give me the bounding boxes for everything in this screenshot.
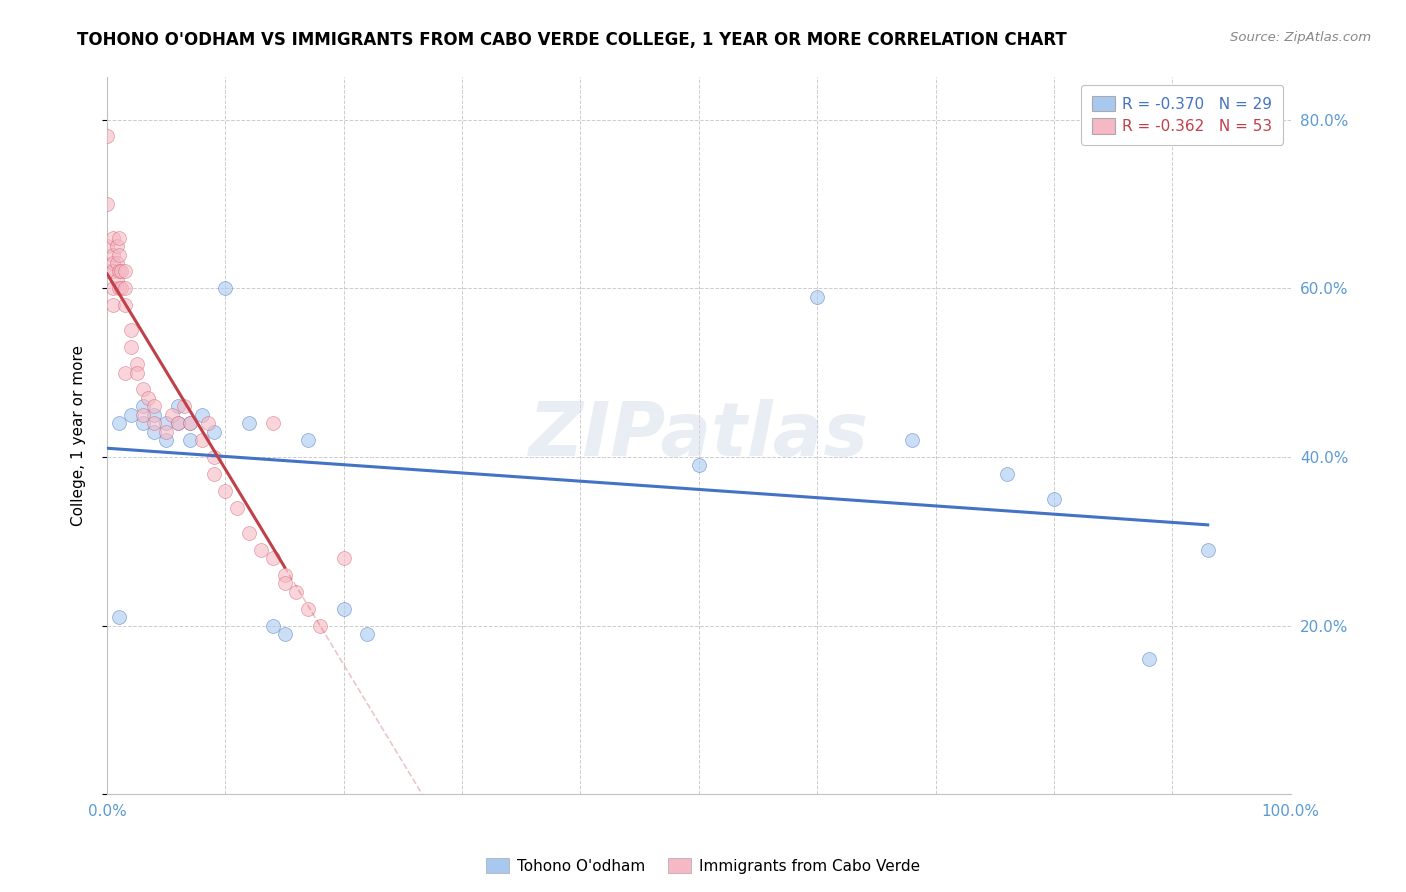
- Point: [114, 366, 136, 380]
- Point: [273, 576, 295, 591]
- Point: [356, 627, 378, 641]
- Point: [138, 391, 160, 405]
- Text: TOHONO O'ODHAM VS IMMIGRANTS FROM CABO VERDE COLLEGE, 1 YEAR OR MORE CORRELATION: TOHONO O'ODHAM VS IMMIGRANTS FROM CABO V…: [77, 31, 1067, 49]
- Point: [125, 357, 148, 371]
- Point: [333, 601, 356, 615]
- Point: [202, 425, 225, 439]
- Point: [202, 450, 225, 464]
- Point: [262, 618, 284, 632]
- Point: [114, 281, 136, 295]
- Point: [110, 281, 132, 295]
- Point: [96, 264, 118, 278]
- Point: [143, 416, 166, 430]
- Point: [155, 425, 177, 439]
- Point: [114, 264, 136, 278]
- Point: [160, 408, 183, 422]
- Point: [108, 281, 131, 295]
- Point: [131, 400, 153, 414]
- Point: [297, 601, 319, 615]
- Point: [179, 433, 201, 447]
- Point: [273, 568, 295, 582]
- Point: [101, 281, 124, 295]
- Point: [131, 416, 153, 430]
- Point: [108, 416, 131, 430]
- Legend: R = -0.370   N = 29, R = -0.362   N = 53: R = -0.370 N = 29, R = -0.362 N = 53: [1081, 85, 1282, 145]
- Point: [179, 416, 201, 430]
- Point: [179, 416, 201, 430]
- Point: [806, 290, 828, 304]
- Point: [273, 627, 295, 641]
- Point: [238, 525, 260, 540]
- Point: [155, 416, 177, 430]
- Point: [143, 408, 166, 422]
- Point: [101, 256, 124, 270]
- Point: [108, 610, 131, 624]
- Point: [96, 129, 118, 144]
- Point: [901, 433, 924, 447]
- Point: [101, 298, 124, 312]
- Point: [101, 230, 124, 244]
- Point: [105, 256, 128, 270]
- Point: [105, 239, 128, 253]
- Point: [131, 383, 153, 397]
- Point: [197, 416, 219, 430]
- Point: [120, 408, 142, 422]
- Point: [297, 433, 319, 447]
- Point: [214, 281, 236, 295]
- Point: [190, 408, 212, 422]
- Point: [173, 400, 195, 414]
- Point: [167, 400, 190, 414]
- Point: [105, 273, 128, 287]
- Point: [238, 416, 260, 430]
- Point: [155, 433, 177, 447]
- Point: [214, 483, 236, 498]
- Point: [143, 425, 166, 439]
- Point: [114, 298, 136, 312]
- Point: [688, 458, 710, 473]
- Point: [101, 264, 124, 278]
- Point: [1043, 492, 1066, 507]
- Point: [333, 551, 356, 566]
- Point: [108, 247, 131, 261]
- Text: Source: ZipAtlas.com: Source: ZipAtlas.com: [1230, 31, 1371, 45]
- Point: [108, 230, 131, 244]
- Point: [96, 197, 118, 211]
- Point: [125, 366, 148, 380]
- Point: [995, 467, 1018, 481]
- Point: [96, 239, 118, 253]
- Point: [262, 551, 284, 566]
- Point: [202, 467, 225, 481]
- Point: [143, 400, 166, 414]
- Point: [131, 408, 153, 422]
- Point: [108, 264, 131, 278]
- Point: [1197, 542, 1219, 557]
- Point: [1137, 652, 1160, 666]
- Point: [190, 433, 212, 447]
- Text: ZIPatlas: ZIPatlas: [529, 400, 869, 473]
- Point: [309, 618, 332, 632]
- Point: [101, 247, 124, 261]
- Point: [285, 585, 308, 599]
- Point: [167, 416, 190, 430]
- Point: [120, 323, 142, 337]
- Point: [226, 500, 249, 515]
- Point: [262, 416, 284, 430]
- Legend: Tohono O'odham, Immigrants from Cabo Verde: Tohono O'odham, Immigrants from Cabo Ver…: [481, 852, 925, 880]
- Y-axis label: College, 1 year or more: College, 1 year or more: [72, 345, 86, 526]
- Point: [250, 542, 273, 557]
- Point: [167, 416, 190, 430]
- Point: [120, 340, 142, 354]
- Point: [110, 264, 132, 278]
